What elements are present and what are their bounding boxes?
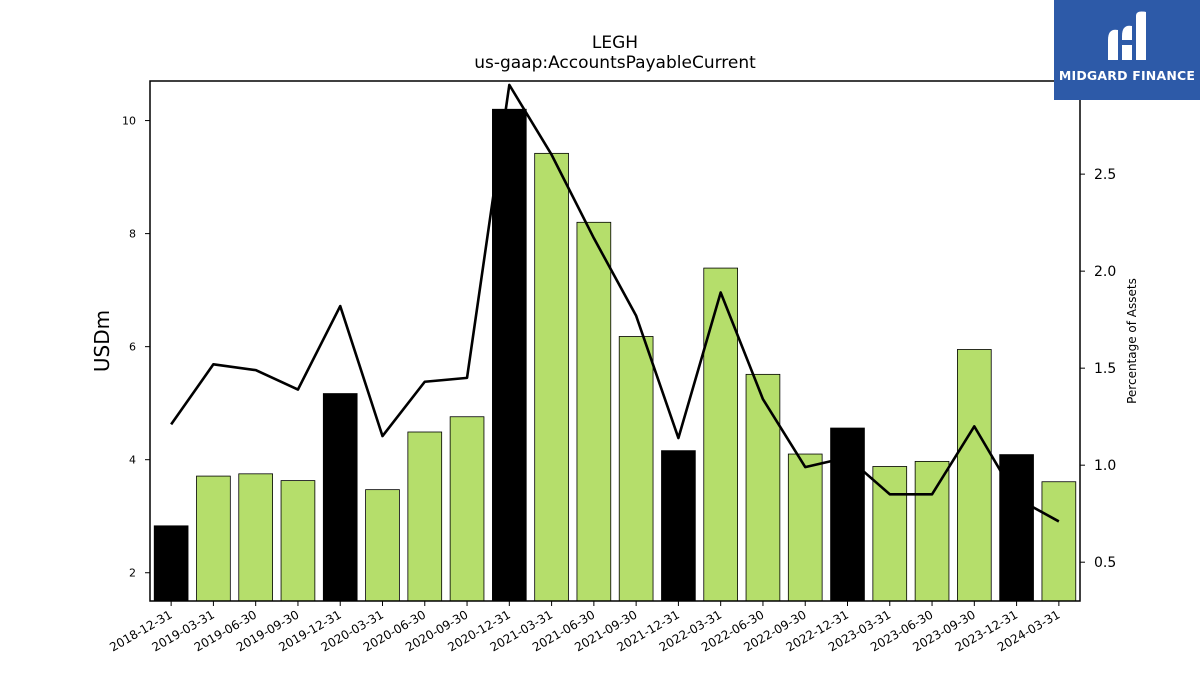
- bar: [492, 108, 527, 602]
- y-tick-label: 4: [129, 454, 136, 467]
- y2-tick-label: 2.5: [1094, 167, 1116, 183]
- y2-tick-label: 1.0: [1094, 458, 1116, 474]
- bar: [576, 221, 612, 602]
- bar: [957, 349, 992, 602]
- y-tick-label: 10: [122, 115, 136, 128]
- y2-tick-label: 1.5: [1094, 361, 1116, 377]
- bar: [407, 431, 443, 602]
- bar: [872, 466, 908, 602]
- bar: [534, 152, 569, 602]
- bar: [661, 450, 696, 602]
- bar: [238, 473, 273, 602]
- bar: [914, 460, 950, 602]
- y2-axis-label: Percentage of Assets: [1125, 278, 1139, 404]
- bar: [365, 489, 400, 602]
- y-tick-label: 8: [129, 228, 136, 241]
- plot-frame: [149, 80, 1081, 602]
- y-tick-label: 2: [129, 567, 136, 580]
- bar: [280, 480, 316, 602]
- bar: [1041, 481, 1077, 602]
- y2-tick-label: 2.0: [1094, 264, 1116, 280]
- bar: [618, 336, 654, 602]
- y-axis-label: USDm: [90, 310, 114, 372]
- y2-tick-label: 0.5: [1094, 555, 1116, 571]
- bar: [196, 475, 231, 602]
- series-line: [170, 83, 1060, 523]
- y-tick-label: 6: [129, 341, 136, 354]
- bar: [153, 525, 189, 602]
- bar: [745, 373, 781, 602]
- bar: [703, 267, 738, 602]
- logo-text: MIDGARD FINANCE: [1058, 68, 1196, 83]
- midgard-finance-logo: MIDGARD FINANCE: [1054, 0, 1200, 100]
- bar: [449, 416, 485, 602]
- chart-title: LEGH: [592, 33, 638, 53]
- midgard-logo-icon: [1108, 11, 1146, 60]
- bar: [322, 393, 358, 602]
- bar: [787, 453, 823, 602]
- bar: [830, 427, 865, 602]
- chart-subtitle: us-gaap:AccountsPayableCurrent: [474, 53, 756, 73]
